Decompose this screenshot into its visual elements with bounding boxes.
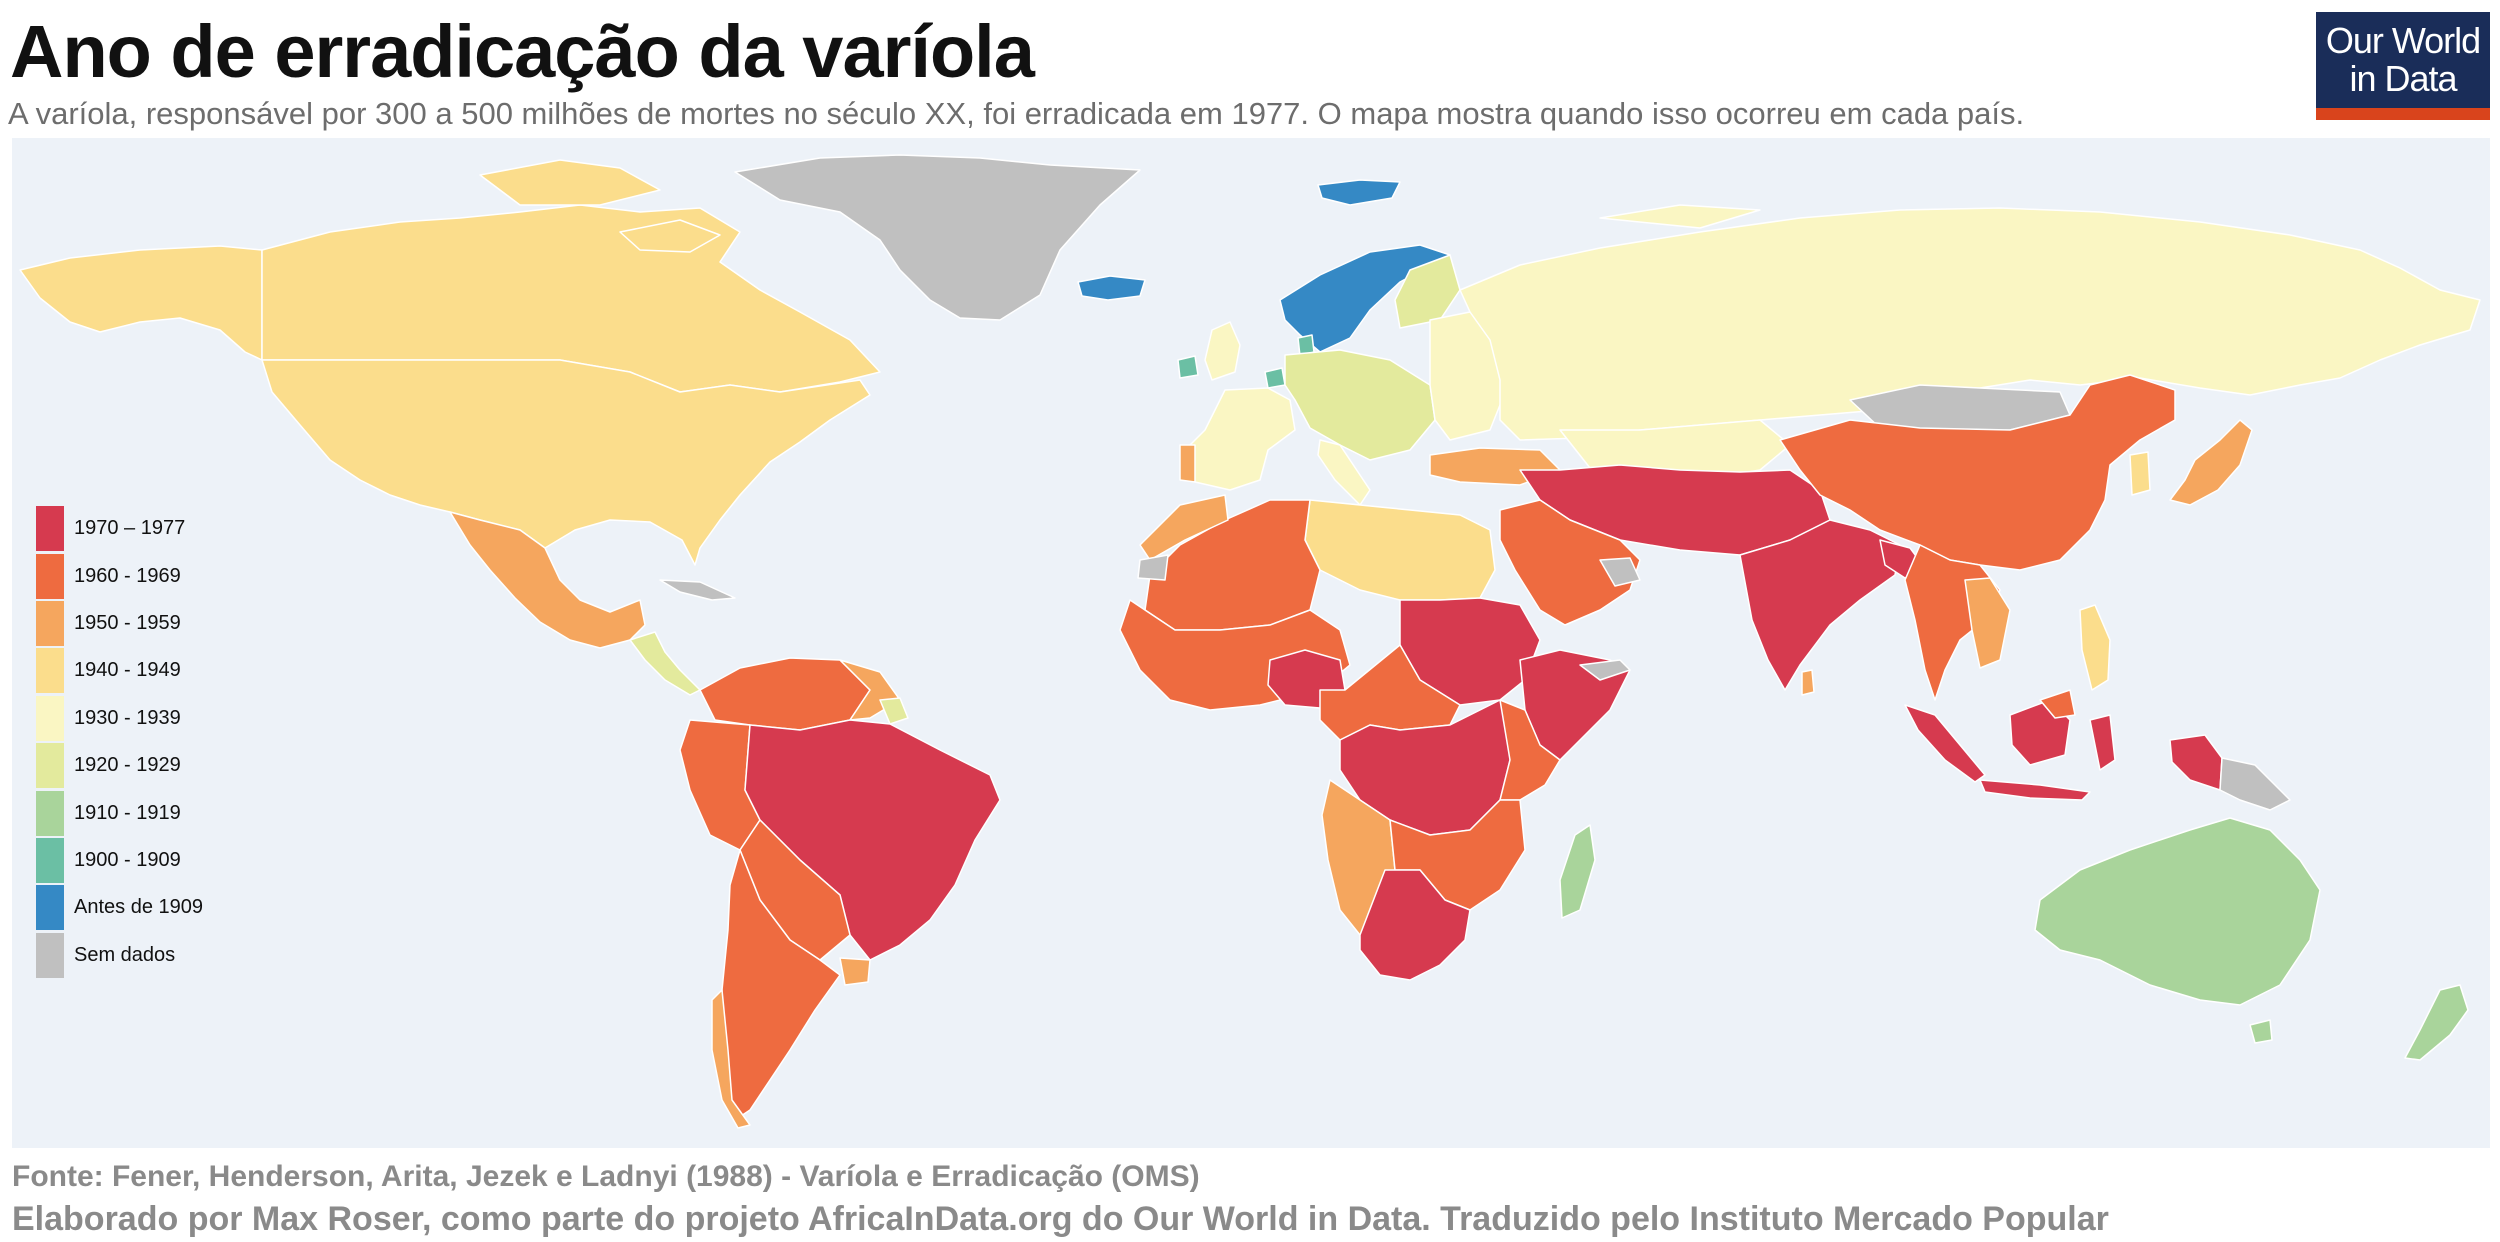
legend-item: 1970 – 1977 bbox=[36, 505, 203, 552]
legend-swatch bbox=[36, 790, 64, 836]
country-china[interactable] bbox=[1779, 374, 2176, 571]
legend-item: Sem dados bbox=[36, 932, 203, 979]
country-portugal[interactable] bbox=[1179, 444, 1196, 483]
country-mexico[interactable] bbox=[449, 511, 646, 649]
country-colombia-venezuela[interactable] bbox=[699, 657, 871, 731]
logo-line-2: in Data bbox=[2349, 58, 2457, 99]
legend: 1970 – 1977 1960 - 1969 1950 - 1959 1940… bbox=[36, 505, 203, 979]
legend-swatch bbox=[36, 695, 64, 741]
country-korea[interactable] bbox=[2129, 451, 2151, 496]
country-philippines[interactable] bbox=[2079, 604, 2111, 691]
country-new-zealand[interactable] bbox=[2404, 984, 2469, 1061]
country-central-europe[interactable] bbox=[1284, 349, 1436, 461]
world-map bbox=[12, 138, 2490, 1148]
legend-swatch bbox=[36, 932, 64, 978]
country-indonesia-sumatra[interactable] bbox=[1904, 704, 1986, 783]
legend-swatch bbox=[36, 648, 64, 694]
country-iceland[interactable] bbox=[1077, 275, 1146, 301]
country-uruguay[interactable] bbox=[839, 957, 871, 986]
country-tasmania[interactable] bbox=[2249, 1019, 2273, 1044]
country-greenland[interactable] bbox=[734, 154, 1141, 321]
country-canada-arctic[interactable] bbox=[479, 159, 661, 206]
country-norway-sweden[interactable] bbox=[1279, 244, 1451, 353]
legend-item: 1930 - 1939 bbox=[36, 695, 203, 742]
country-borneo-north[interactable] bbox=[2039, 689, 2076, 719]
country-north-africa-east[interactable] bbox=[1304, 499, 1496, 601]
legend-swatch bbox=[36, 837, 64, 883]
logo-accent-bar bbox=[2316, 108, 2490, 120]
country-new-guinea-west[interactable] bbox=[2169, 734, 2223, 791]
legend-label: 1920 - 1929 bbox=[74, 754, 181, 777]
page-subtitle: A varíola, responsável por 300 a 500 mil… bbox=[8, 96, 2025, 131]
legend-item: 1940 - 1949 bbox=[36, 647, 203, 694]
legend-item: 1910 - 1919 bbox=[36, 789, 203, 836]
country-sri-lanka[interactable] bbox=[1801, 669, 1815, 696]
country-morocco-north[interactable] bbox=[1139, 494, 1229, 561]
legend-swatch bbox=[36, 506, 64, 552]
logo-line-1: Our World bbox=[2325, 20, 2481, 61]
owid-logo[interactable]: Our World in Data bbox=[2316, 12, 2490, 120]
country-canada-arctic-2[interactable] bbox=[619, 219, 721, 253]
country-russia-arctic[interactable] bbox=[1599, 204, 1761, 229]
legend-item: 1960 - 1969 bbox=[36, 552, 203, 599]
legend-item: 1900 - 1909 bbox=[36, 837, 203, 884]
country-sulawesi[interactable] bbox=[2089, 714, 2116, 771]
legend-swatch bbox=[36, 553, 64, 599]
country-japan[interactable] bbox=[2169, 419, 2253, 506]
country-french-guiana[interactable] bbox=[879, 697, 909, 725]
country-ireland[interactable] bbox=[1177, 355, 1199, 379]
legend-swatch bbox=[36, 743, 64, 789]
source-note: Fonte: Fener, Henderson, Arita, Jezek e … bbox=[12, 1160, 1200, 1193]
country-central-america[interactable] bbox=[629, 631, 701, 696]
country-vietnam-laos[interactable] bbox=[1964, 577, 2011, 669]
country-western-sahara[interactable] bbox=[1137, 554, 1169, 581]
legend-label: 1970 – 1977 bbox=[74, 517, 186, 540]
country-svalbard[interactable] bbox=[1317, 179, 1401, 206]
legend-label: Sem dados bbox=[74, 943, 176, 966]
country-madagascar[interactable] bbox=[1559, 824, 1596, 919]
country-cuba[interactable] bbox=[659, 579, 736, 601]
legend-label: 1910 - 1919 bbox=[74, 801, 181, 824]
page-title: Ano de erradicação da varíola bbox=[10, 10, 1035, 93]
country-indonesia-java[interactable] bbox=[1979, 779, 2091, 801]
credit-note: Elaborado por Max Roser, como parte do p… bbox=[12, 1200, 2109, 1238]
country-netherlands-belgium[interactable] bbox=[1264, 367, 1286, 389]
country-australia[interactable] bbox=[2034, 817, 2321, 1006]
legend-label: 1940 - 1949 bbox=[74, 659, 181, 682]
legend-swatch bbox=[36, 885, 64, 931]
country-papua-new-guinea[interactable] bbox=[2219, 757, 2291, 811]
legend-item: 1920 - 1929 bbox=[36, 742, 203, 789]
country-east-africa[interactable] bbox=[1499, 699, 1561, 801]
country-argentina-chile[interactable] bbox=[721, 849, 841, 1121]
country-uk[interactable] bbox=[1204, 321, 1241, 381]
country-usa[interactable] bbox=[261, 359, 871, 566]
legend-label: 1960 - 1969 bbox=[74, 564, 181, 587]
legend-swatch bbox=[36, 600, 64, 646]
country-somaliland-gray[interactable] bbox=[1579, 659, 1631, 681]
country-india[interactable] bbox=[1739, 519, 1901, 691]
country-france-iberia[interactable] bbox=[1179, 387, 1296, 491]
legend-label: 1900 - 1909 bbox=[74, 848, 181, 871]
legend-label: 1930 - 1939 bbox=[74, 706, 181, 729]
legend-item: 1950 - 1959 bbox=[36, 600, 203, 647]
country-south-africa[interactable] bbox=[1359, 869, 1471, 981]
legend-label: Antes de 1909 bbox=[74, 896, 203, 919]
world-map-svg bbox=[19, 154, 2481, 1129]
country-chile-south[interactable] bbox=[711, 989, 751, 1129]
legend-label: 1950 - 1959 bbox=[74, 611, 181, 634]
legend-item: Antes de 1909 bbox=[36, 884, 203, 931]
country-arabia[interactable] bbox=[1499, 499, 1641, 626]
country-yemen-oman-gray[interactable] bbox=[1599, 557, 1641, 587]
country-alaska[interactable] bbox=[19, 245, 263, 361]
